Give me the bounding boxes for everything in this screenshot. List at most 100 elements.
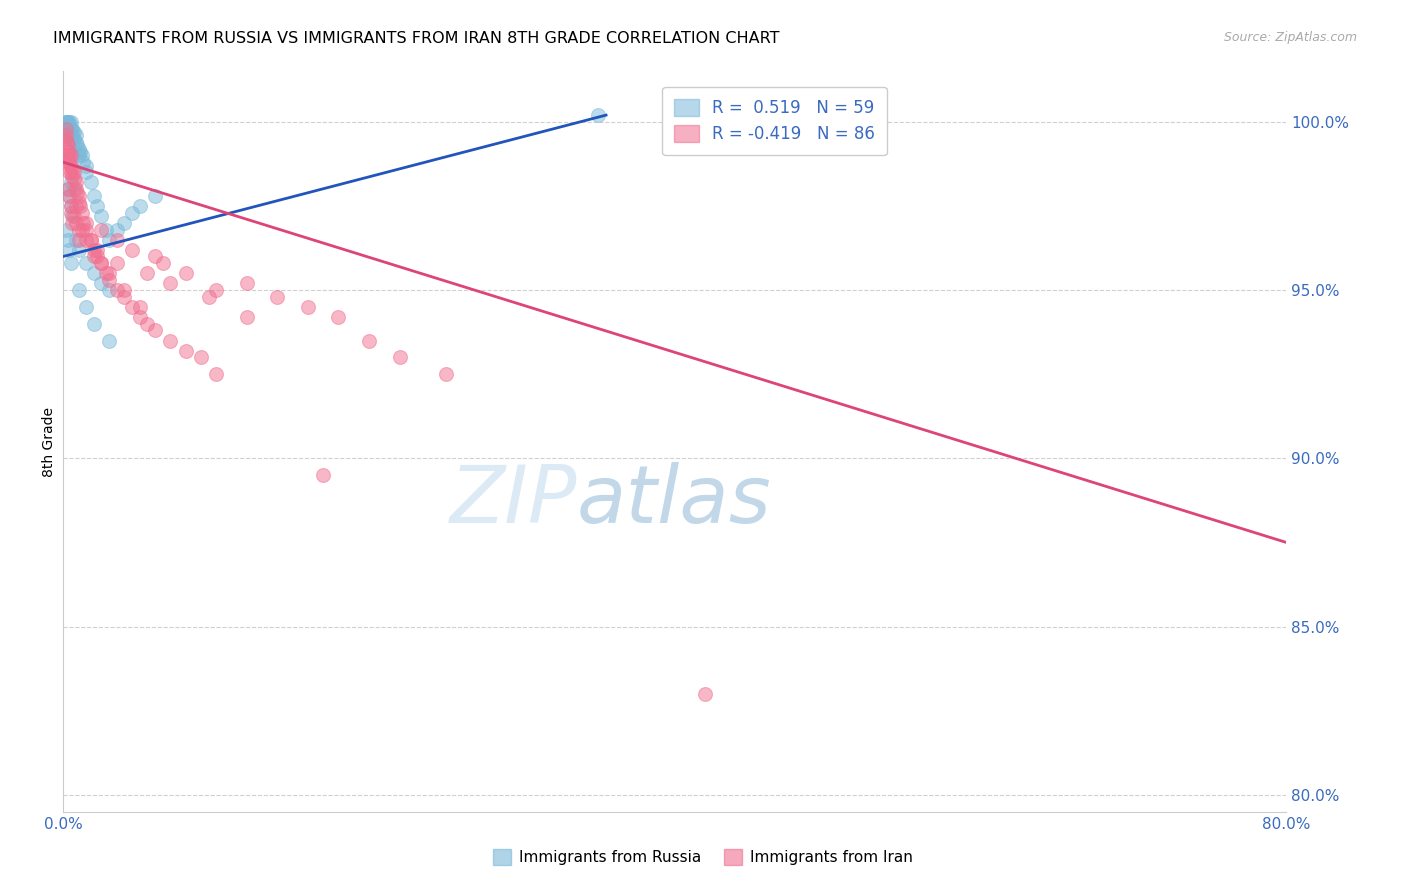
Point xyxy=(70,222,93,236)
Point xyxy=(83,317,105,331)
Point xyxy=(67,243,90,257)
Point xyxy=(72,155,94,169)
Point xyxy=(55,115,77,129)
Point xyxy=(62,128,84,143)
Point xyxy=(67,148,90,162)
Point xyxy=(174,343,197,358)
Point xyxy=(83,243,105,257)
Point xyxy=(65,182,87,196)
Point xyxy=(58,165,80,179)
Point xyxy=(65,199,87,213)
Point xyxy=(159,277,181,291)
Point xyxy=(65,128,87,143)
Point xyxy=(56,148,79,162)
Point xyxy=(83,249,105,263)
Point xyxy=(59,165,82,179)
Text: atlas: atlas xyxy=(576,462,772,540)
Point xyxy=(90,256,112,270)
Point xyxy=(297,300,319,314)
Point xyxy=(143,189,166,203)
Point xyxy=(136,266,159,280)
Point xyxy=(67,142,90,156)
Point xyxy=(98,334,121,348)
Point xyxy=(114,283,135,297)
Point xyxy=(136,317,159,331)
Point xyxy=(55,121,77,136)
Point xyxy=(80,175,103,189)
Point xyxy=(98,273,121,287)
Y-axis label: 8th Grade: 8th Grade xyxy=(42,407,56,476)
Point xyxy=(62,209,84,223)
Point xyxy=(67,233,90,247)
Point xyxy=(72,216,94,230)
Point xyxy=(235,277,259,291)
Point xyxy=(83,189,105,203)
Text: Source: ZipAtlas.com: Source: ZipAtlas.com xyxy=(1223,31,1357,45)
Point xyxy=(63,209,86,223)
Point xyxy=(75,165,97,179)
Point xyxy=(190,351,212,365)
Point xyxy=(63,182,86,196)
Point xyxy=(65,216,87,230)
Point xyxy=(105,256,128,270)
Point xyxy=(128,300,150,314)
Point xyxy=(80,233,103,247)
Point xyxy=(67,283,90,297)
Point xyxy=(143,323,166,337)
Point xyxy=(58,152,80,166)
Point xyxy=(65,175,87,189)
Point xyxy=(121,300,143,314)
Point xyxy=(59,199,82,213)
Point xyxy=(59,175,82,189)
Point xyxy=(56,233,79,247)
Point xyxy=(67,222,90,236)
Point xyxy=(56,135,79,149)
Point xyxy=(58,189,80,203)
Point xyxy=(105,283,128,297)
Point xyxy=(312,468,335,483)
Point xyxy=(56,182,79,196)
Point xyxy=(357,334,380,348)
Text: IMMIGRANTS FROM RUSSIA VS IMMIGRANTS FROM IRAN 8TH GRADE CORRELATION CHART: IMMIGRANTS FROM RUSSIA VS IMMIGRANTS FRO… xyxy=(53,31,780,46)
Point xyxy=(159,334,181,348)
Point xyxy=(66,138,89,153)
Point xyxy=(59,256,82,270)
Point xyxy=(235,310,259,324)
Point xyxy=(98,283,121,297)
Point xyxy=(588,108,610,122)
Point xyxy=(62,121,84,136)
Point xyxy=(75,256,97,270)
Point xyxy=(66,186,89,200)
Point xyxy=(80,233,103,247)
Point xyxy=(55,148,77,162)
Point xyxy=(128,310,150,324)
Point xyxy=(58,145,80,160)
Point xyxy=(56,182,79,196)
Point xyxy=(55,128,77,143)
Point xyxy=(67,189,90,203)
Point xyxy=(75,159,97,173)
Point xyxy=(90,277,112,291)
Point xyxy=(114,290,135,304)
Point xyxy=(58,125,80,139)
Point xyxy=(55,222,77,236)
Point xyxy=(121,243,143,257)
Point xyxy=(59,131,82,145)
Point xyxy=(266,290,288,304)
Point xyxy=(59,199,82,213)
Point xyxy=(56,138,79,153)
Point xyxy=(75,300,97,314)
Point xyxy=(83,266,105,280)
Point xyxy=(56,121,79,136)
Point xyxy=(62,161,84,176)
Point xyxy=(434,368,457,382)
Point xyxy=(90,209,112,223)
Point xyxy=(94,266,117,280)
Point xyxy=(56,155,79,169)
Point xyxy=(58,115,80,129)
Point xyxy=(56,115,79,129)
Point xyxy=(69,199,91,213)
Legend: R =  0.519   N = 59, R = -0.419   N = 86: R = 0.519 N = 59, R = -0.419 N = 86 xyxy=(662,87,887,155)
Point xyxy=(128,199,150,213)
Point xyxy=(55,115,77,129)
